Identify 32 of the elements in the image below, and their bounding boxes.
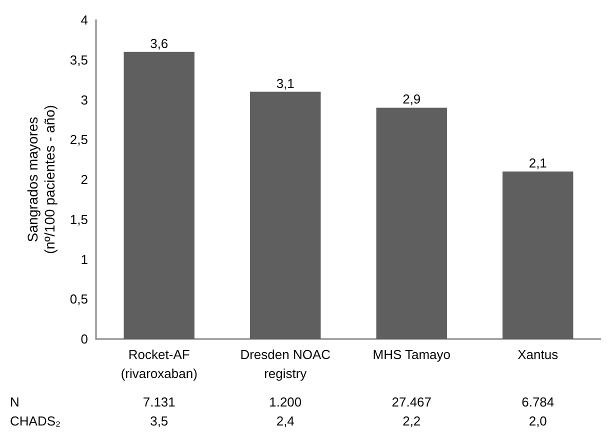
data-label: 2,1 [528,156,547,171]
x-tick-label: Xantus [518,347,559,362]
y-tick-label: 1 [80,252,88,267]
data-label: 2,9 [402,92,421,107]
bar [250,92,321,339]
text: 7.131 [142,394,176,410]
y-tick-label: 0 [80,332,88,346]
bar [124,52,194,339]
data-label: 3,1 [276,76,294,91]
y-tick-label: 3,5 [70,52,88,68]
text: CHADS₂ [10,414,61,428]
text: 27.467 [392,394,432,410]
data-label: 3,6 [150,36,168,51]
text: 2,4 [276,414,294,428]
text: 2,2 [402,414,421,428]
text: 1.200 [269,394,302,410]
x-tick-label: Dresden NOAC registry [240,347,331,381]
y-tick-label: 1,5 [70,212,88,227]
text: 2,0 [528,414,547,428]
text: 3,5 [150,414,168,428]
x-tick-label: Rocket-AF (rivaroxaban) [120,347,198,381]
y-axis-title: Sangrados mayores (nº/100 pacientes - año) [24,104,58,254]
y-tick-label: 4 [80,12,88,28]
y-tick-label: 2 [80,172,88,187]
y-tick-label: 2,5 [70,132,88,148]
y-tick-label: 3 [80,92,88,108]
x-tick-label: MHS Tamayo [372,347,451,362]
y-tick-label: 0,5 [70,292,88,307]
text: N [10,394,20,410]
bar [502,172,574,339]
text: 6.784 [522,394,554,410]
bar [376,108,447,339]
